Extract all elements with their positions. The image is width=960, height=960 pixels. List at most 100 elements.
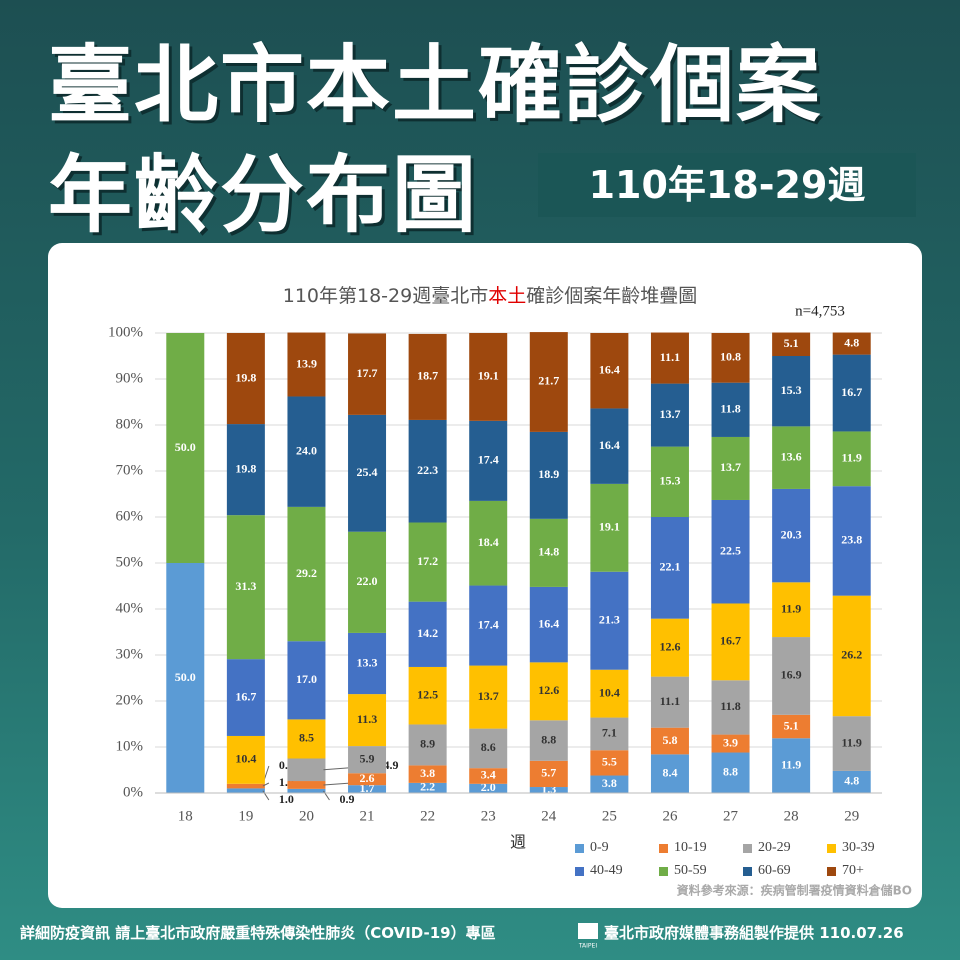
bar-segment	[166, 333, 205, 563]
value-label: 11.9	[842, 451, 862, 465]
x-axis-label: 週	[510, 833, 526, 852]
bar-segment	[287, 396, 326, 507]
value-label: 13.6	[781, 449, 802, 463]
value-label: 3.9	[723, 735, 738, 749]
bar-segment	[166, 563, 205, 793]
x-tick-label: 22	[420, 808, 435, 824]
value-label: 20.3	[781, 527, 802, 541]
logo-text: TAIPEI	[578, 943, 597, 950]
bar-segment	[832, 431, 871, 487]
bar-segment	[711, 333, 750, 383]
legend-swatch	[743, 844, 752, 853]
value-label: 13.9	[296, 356, 317, 370]
bar-segment	[408, 419, 447, 523]
value-label: 18.9	[538, 467, 559, 481]
chart-title: 110年第18-29週臺北市本土確診個案年齡堆疊圖	[283, 285, 698, 307]
bar-segment	[711, 382, 750, 437]
bar-segment	[650, 383, 689, 447]
bar-segment	[832, 770, 871, 793]
value-label: 12.6	[659, 639, 680, 653]
bar-segment	[832, 332, 871, 355]
bar-segment	[832, 486, 871, 596]
logo	[578, 923, 598, 939]
value-label: 17.2	[417, 554, 438, 568]
bar-segment	[408, 666, 447, 725]
title-part: 本土	[488, 285, 526, 307]
value-label: 3.8	[602, 776, 617, 790]
value-label: 5.1	[784, 336, 799, 350]
x-tick-label: 27	[723, 808, 739, 824]
footer-right: 臺北市政府媒體事務組製作提供 110.07.26	[604, 924, 904, 942]
bar-segment	[832, 716, 871, 771]
value-label: 4.9	[383, 758, 398, 772]
value-label: 5.8	[662, 733, 677, 747]
value-label: 19.8	[235, 461, 256, 475]
value-label: 12.5	[417, 687, 438, 701]
bar-segment	[348, 785, 387, 793]
legend-swatch	[575, 844, 584, 853]
value-label: 3.8	[420, 766, 435, 780]
bar-segment	[590, 333, 629, 409]
legend-label: 60-69	[758, 863, 791, 878]
bar-segment	[650, 727, 689, 755]
value-label: 16.4	[599, 438, 620, 452]
value-label: 5.9	[360, 751, 375, 765]
value-label: 2.6	[360, 771, 375, 785]
bar-segment	[348, 773, 387, 786]
bar-segment	[287, 506, 326, 642]
value-label: 4.8	[844, 774, 859, 788]
bar-segment	[469, 768, 508, 784]
bar-segment	[650, 332, 689, 384]
y-tick-label: 40%	[116, 600, 144, 616]
legend-swatch	[659, 844, 668, 853]
legend-swatch	[743, 867, 752, 876]
value-label: 5.5	[602, 755, 617, 769]
x-tick-label: 20	[299, 808, 314, 824]
bar-segment	[529, 787, 568, 793]
bar-segment	[469, 783, 508, 793]
bar-segment	[711, 499, 750, 604]
bar-segment	[469, 665, 508, 729]
bar-segment	[226, 515, 265, 660]
source: 資料參考來源：疾病管制署疫情資料倉儲BO	[677, 883, 912, 898]
bar-segment	[590, 408, 629, 484]
y-tick-label: 10%	[116, 738, 144, 754]
bar-segment	[590, 750, 629, 776]
bar-segment	[529, 586, 568, 663]
bar-segment	[772, 582, 811, 638]
bar-segment	[590, 483, 629, 572]
value-label: 11.8	[720, 402, 740, 416]
value-label: 8.6	[481, 740, 496, 754]
y-tick-label: 80%	[116, 416, 144, 432]
bar-segment	[711, 680, 750, 735]
bar-segment	[650, 446, 689, 517]
bar-segment	[772, 426, 811, 489]
value-label: 50.0	[175, 440, 196, 454]
value-label: 26.2	[841, 648, 862, 662]
value-label: 17.0	[296, 672, 317, 686]
bar-segment	[287, 758, 326, 782]
bar-segment	[772, 356, 811, 427]
bar-segment	[711, 752, 750, 793]
bar-segment	[226, 783, 265, 789]
x-tick-label: 24	[541, 808, 557, 824]
bar-segment	[287, 788, 326, 793]
value-label: 14.2	[417, 626, 438, 640]
bar-segment	[650, 618, 689, 677]
legend-swatch	[827, 844, 836, 853]
headline: 年齡分布圖	[48, 146, 479, 244]
legend-label: 50-59	[674, 863, 707, 878]
bar-segment	[469, 728, 508, 769]
bar-segment	[650, 676, 689, 728]
x-tick-label: 23	[481, 808, 496, 824]
bar-segment	[772, 738, 811, 793]
bar-segment	[408, 765, 447, 783]
value-label: 18.7	[417, 369, 438, 383]
value-label: 16.7	[841, 385, 862, 399]
title-part: 110年第18-29週臺北市	[283, 285, 488, 307]
leader-line	[262, 790, 270, 801]
bar-segment	[287, 781, 326, 789]
bar-segment	[590, 571, 629, 670]
legend-label: 30-39	[842, 840, 875, 855]
footer-left: 詳細防疫資訊 請上臺北市政府嚴重特殊傳染性肺炎（COVID-19）專區	[20, 924, 496, 942]
